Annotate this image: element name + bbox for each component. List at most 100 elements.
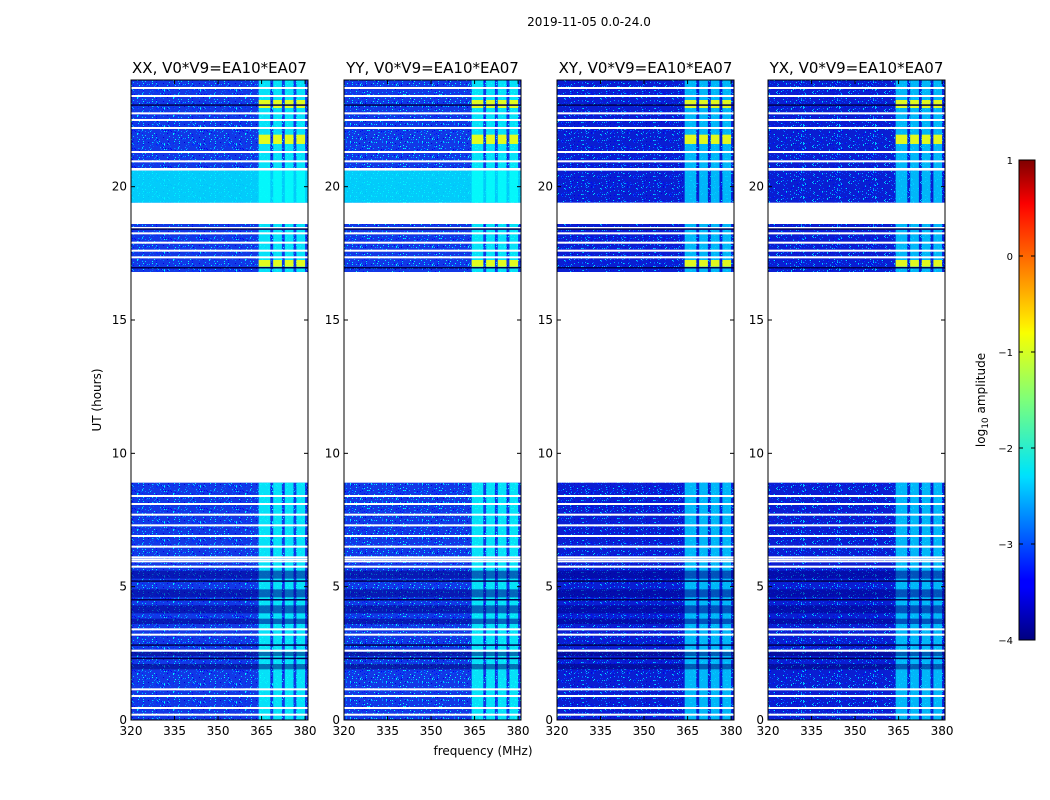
y-tick-label: 5 <box>119 580 127 594</box>
panel-frame <box>556 79 735 721</box>
rfi-subband <box>722 170 732 203</box>
x-tick-label: 365 <box>250 724 273 738</box>
rfi-subband <box>710 170 720 203</box>
rfi-subband <box>486 224 495 272</box>
panel-xy: XY, V0*V9=EA10*EA07 0 5 10 15 20 320 335 350 365 3… <box>538 59 743 738</box>
rfi-subband <box>509 170 519 203</box>
rfi-subband <box>933 482 943 559</box>
rfi-subband <box>296 170 306 203</box>
rfi-subband <box>699 80 708 168</box>
rfi-subband <box>273 482 282 559</box>
rfi-subband <box>710 482 720 559</box>
y-tick-label: 15 <box>325 313 340 327</box>
rfi-subband <box>684 170 697 203</box>
rfi-subband <box>910 170 919 203</box>
x-tick-label: 350 <box>633 724 656 738</box>
colorbar-label-base: log <box>974 429 988 447</box>
rfi-subband <box>921 224 931 272</box>
rfi-subband <box>497 224 507 272</box>
rfi-subband <box>284 170 294 203</box>
rfi-subband <box>296 560 306 720</box>
x-tick-label: 320 <box>757 724 780 738</box>
y-axis-label: UT (hours) <box>90 368 104 431</box>
rfi-subband <box>710 224 720 272</box>
x-tick-label: 335 <box>800 724 823 738</box>
rfi-subband <box>933 560 943 720</box>
rfi-subband <box>486 560 495 720</box>
rfi-subband <box>509 482 519 559</box>
rfi-subband <box>910 482 919 559</box>
x-tick-label: 350 <box>207 724 230 738</box>
rfi-subband <box>710 560 720 720</box>
y-tick-label: 20 <box>538 180 553 194</box>
panel-title: YY, V0*V9=EA10*EA07 <box>345 59 519 77</box>
panel-title: YX, V0*V9=EA10*EA07 <box>769 59 944 77</box>
rfi-subband <box>710 80 720 168</box>
rfi-subband <box>910 224 919 272</box>
panels: XX, V0*V9=EA10*EA07 0 5 10 15 20 320 335 350 365 3… <box>112 59 954 738</box>
y-tick-label: 15 <box>112 313 127 327</box>
panel-yx: YX, V0*V9=EA10*EA07 0 5 10 15 20 320 335 350 365 3… <box>749 59 954 738</box>
rfi-subband <box>497 80 507 168</box>
x-tick-label: 365 <box>676 724 699 738</box>
rfi-subband <box>921 560 931 720</box>
x-tick-label: 320 <box>333 724 356 738</box>
panel-yy: YY, V0*V9=EA10*EA07 0 5 10 15 20 320 335 350 365 3… <box>325 59 530 738</box>
rfi-subband <box>921 170 931 203</box>
colorbar-tick-label: −4 <box>998 636 1013 647</box>
y-tick-label: 0 <box>332 713 340 727</box>
rfi-subband <box>258 170 271 203</box>
y-tick-label: 10 <box>112 446 127 460</box>
panel-title: XY, V0*V9=EA10*EA07 <box>559 59 733 77</box>
figure-title: 2019-11-05 0.0-24.0 <box>527 15 651 29</box>
rfi-subband <box>296 80 306 168</box>
y-tick-label: 10 <box>325 446 340 460</box>
rfi-subband <box>699 482 708 559</box>
rfi-subband <box>273 224 282 272</box>
rfi-subband <box>895 482 908 559</box>
rfi-subband <box>284 224 294 272</box>
panel-frame <box>130 79 309 721</box>
rfi-subband <box>921 482 931 559</box>
rfi-subband <box>258 560 271 720</box>
rfi-subband <box>258 224 271 272</box>
colorbar-label: log10 amplitude <box>974 353 991 447</box>
x-tick-label: 335 <box>376 724 399 738</box>
rfi-subband <box>471 224 484 272</box>
rfi-subband <box>722 482 732 559</box>
rfi-subband <box>684 482 697 559</box>
rfi-subband <box>910 560 919 720</box>
rfi-subband <box>486 170 495 203</box>
x-tick-label: 380 <box>720 724 743 738</box>
rfi-subband <box>471 482 484 559</box>
rfi-subband <box>933 80 943 168</box>
rfi-subband <box>471 170 484 203</box>
rfi-subband <box>258 482 271 559</box>
rfi-subband <box>895 560 908 720</box>
y-tick-label: 15 <box>538 313 553 327</box>
x-tick-label: 365 <box>887 724 910 738</box>
y-tick-label: 20 <box>749 180 764 194</box>
rfi-subband <box>296 224 306 272</box>
y-tick-label: 10 <box>749 446 764 460</box>
rfi-subband <box>273 80 282 168</box>
y-tick-label: 5 <box>545 580 553 594</box>
rfi-subband <box>895 170 908 203</box>
rfi-subband <box>284 482 294 559</box>
rfi-subband <box>933 224 943 272</box>
panel-frame <box>343 79 522 721</box>
y-tick-label: 5 <box>332 580 340 594</box>
y-tick-label: 15 <box>749 313 764 327</box>
colorbar-tick-label: 0 <box>1007 252 1013 263</box>
rfi-subband <box>284 80 294 168</box>
x-tick-label: 380 <box>507 724 530 738</box>
rfi-subband <box>273 170 282 203</box>
rfi-subband <box>699 170 708 203</box>
rfi-subband <box>486 482 495 559</box>
x-tick-label: 335 <box>589 724 612 738</box>
colorbar-tick-label: −1 <box>998 348 1013 359</box>
rfi-subband <box>910 80 919 168</box>
rfi-subband <box>284 560 294 720</box>
rfi-subband <box>471 80 484 168</box>
